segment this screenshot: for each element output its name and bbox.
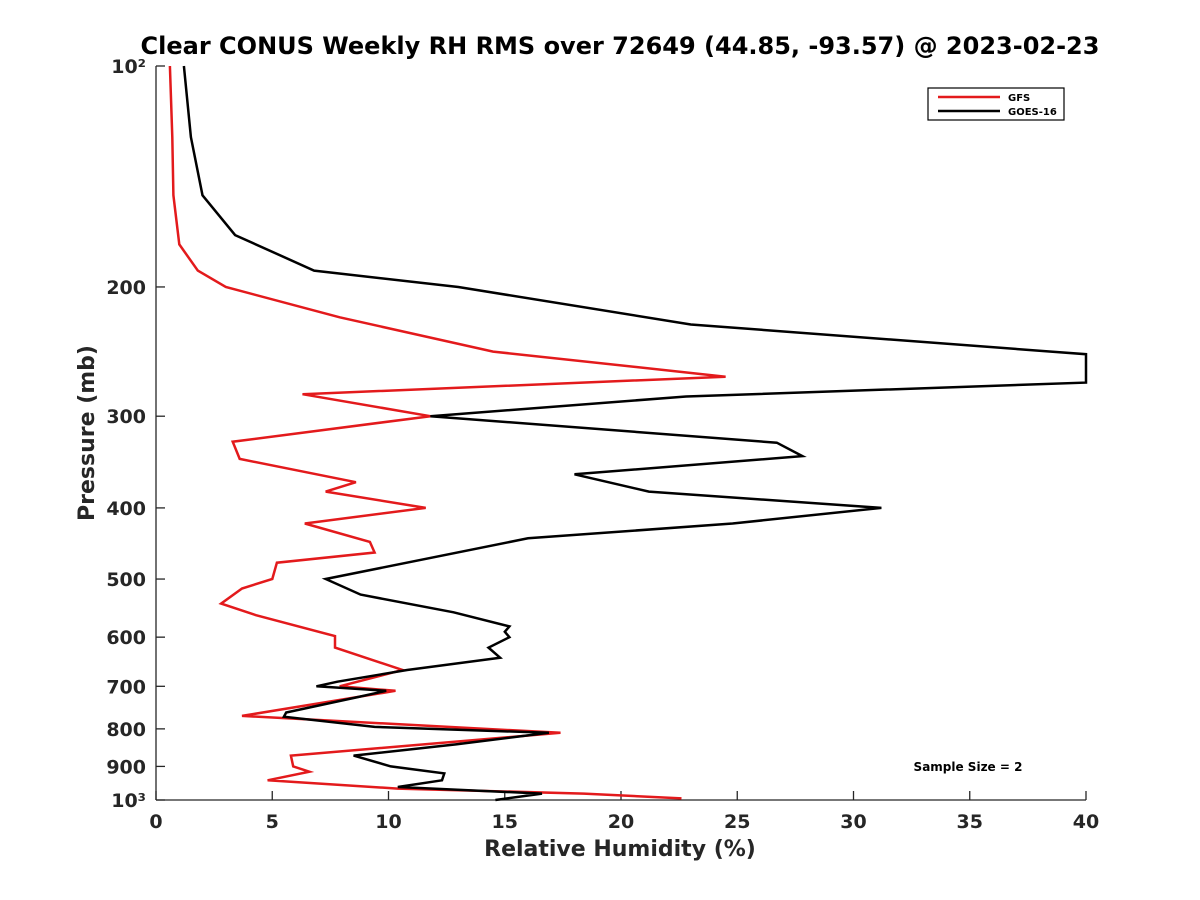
x-tick-label: 0	[149, 811, 162, 833]
x-tick-label: 30	[840, 811, 866, 833]
series-line-gfs	[168, 65, 726, 800]
y-tick-label: 800	[106, 719, 146, 741]
x-tick-label: 15	[492, 811, 518, 833]
x-tick-label: 35	[957, 811, 983, 833]
y-tick-label: 700	[106, 676, 146, 698]
series-layer	[168, 65, 1088, 802]
legend: GFS GOES-16	[927, 87, 1065, 121]
chart-title: Clear CONUS Weekly RH RMS over 72649 (44…	[141, 32, 1100, 60]
legend-box	[927, 87, 1065, 121]
plot-axes: 0 5 10 15 20 25 30 35 40 10² 200 300 400 500 600 700 800…	[106, 56, 1099, 833]
y-tick-label: 500	[106, 569, 146, 591]
y-tick-label: 10²	[111, 56, 146, 78]
y-axis-label: Pressure (mb)	[75, 345, 100, 521]
y-tick-label: 600	[106, 627, 146, 649]
x-tick-label: 10	[375, 811, 401, 833]
x-tick-label: 40	[1073, 811, 1099, 833]
x-tick-label: 5	[266, 811, 279, 833]
sample-size-annotation: Sample Size = 2	[914, 760, 1023, 774]
y-tick-label: 10³	[111, 790, 146, 812]
x-tick-label: 25	[724, 811, 750, 833]
y-tick-label: 400	[106, 498, 146, 520]
y-tick-label: 900	[106, 756, 146, 778]
series-line-goes-16	[182, 65, 1088, 802]
legend-label-gfs: GFS	[1008, 93, 1030, 104]
y-tick-label: 300	[106, 406, 146, 428]
x-tick-label: 20	[608, 811, 634, 833]
y-tick-label: 200	[106, 277, 146, 299]
legend-label-goes-16: GOES-16	[1008, 107, 1057, 118]
x-axis-label: Relative Humidity (%)	[484, 837, 756, 862]
